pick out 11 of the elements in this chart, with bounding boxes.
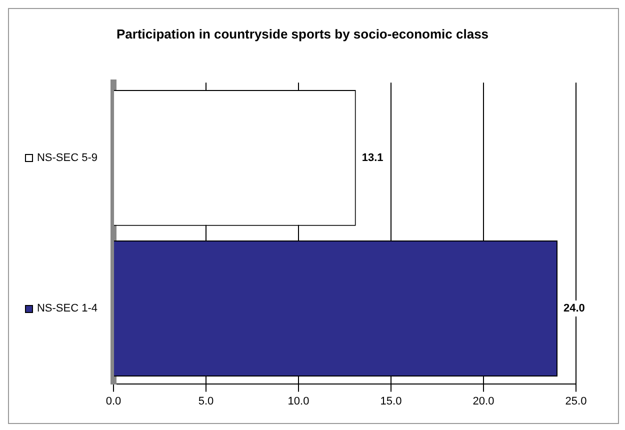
x-tick-label: 15.0 xyxy=(380,395,402,408)
data-label: 24.0 xyxy=(564,302,585,315)
x-tick-label: 5.0 xyxy=(198,395,214,408)
y-tick-label: NS-SEC 5-9 xyxy=(36,152,98,164)
chart-title: Participation in countryside sports by socio-economic class xyxy=(116,26,489,42)
y-tick-label: NS-SEC 1-4 xyxy=(36,302,98,315)
x-tick-label: 20.0 xyxy=(472,395,494,408)
data-label: 13.1 xyxy=(362,152,384,164)
x-tick-label: 25.0 xyxy=(565,395,587,408)
x-tick-label: 10.0 xyxy=(288,395,310,408)
x-tick-label: 0.0 xyxy=(106,395,122,408)
